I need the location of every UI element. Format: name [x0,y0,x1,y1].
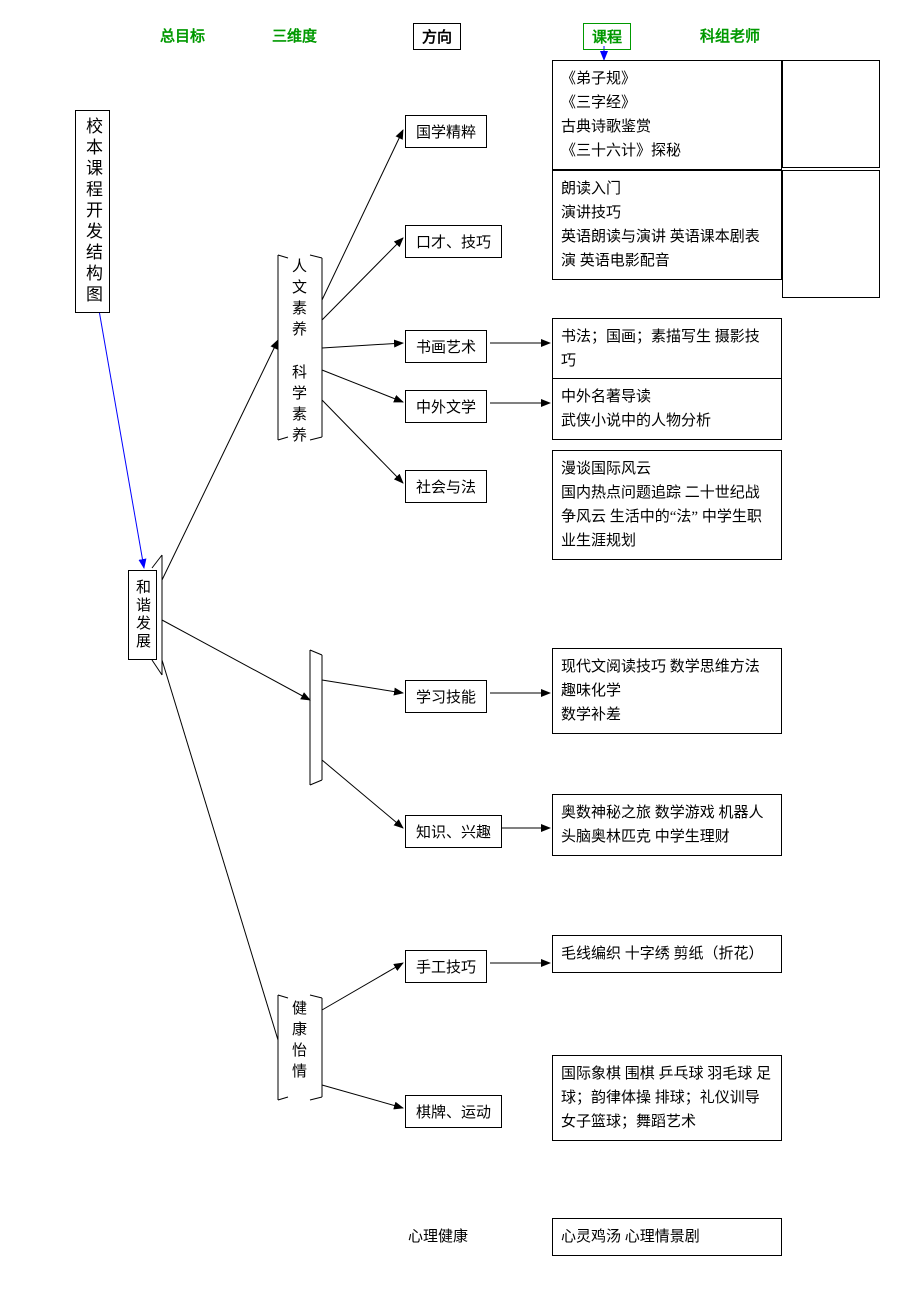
header-direction: 方向 [413,23,461,50]
dir-zhongwai: 中外文学 [405,390,487,423]
dir-guoxue: 国学精粹 [405,115,487,148]
course-zhishi: 奥数神秘之旅 数学游戏 机器人 头脑奥林匹克 中学生理财 [552,794,782,856]
diagram-title: 校本课程开发结构图 [75,110,110,313]
header-three-dim: 三维度 [272,25,317,46]
course-qipai: 国际象棋 围棋 乒乓球 羽毛球 足球；韵律体操 排球；礼仪训导 女子篮球；舞蹈艺… [552,1055,782,1141]
dir-shuhua: 书画艺术 [405,330,487,363]
dir-xuexi: 学习技能 [405,680,487,713]
teacher-box-2 [782,170,880,298]
dim-health-mood: 健康怡情 [288,1000,309,1084]
course-koucai: 朗读入门 演讲技巧 英语朗读与演讲 英语课本剧表演 英语电影配音 [552,170,782,280]
course-shehui: 漫谈国际风云 国内热点问题追踪 二十世纪战争风云 生活中的“法” 中学生职业生涯… [552,450,782,560]
course-guoxue: 《弟子规》 《三字经》 古典诗歌鉴赏 《三十六计》探秘 [552,60,782,170]
dim-humanities-science: 人文素养 科学素养 [288,258,309,448]
root-node: 和谐发展 [128,570,157,660]
header-overall-goal: 总目标 [160,25,205,46]
dir-qipai: 棋牌、运动 [405,1095,502,1128]
header-course: 课程 [583,23,631,50]
teacher-box-1 [782,60,880,168]
course-xinli: 心灵鸡汤 心理情景剧 [552,1218,782,1256]
course-xuexi: 现代文阅读技巧 数学思维方法 趣味化学 数学补差 [552,648,782,734]
dir-zhishi: 知识、兴趣 [405,815,502,848]
course-shuhua: 书法；国画；素描写生 摄影技巧 [552,318,782,380]
dir-shougong: 手工技巧 [405,950,487,983]
course-zhongwai: 中外名著导读 武侠小说中的人物分析 [552,378,782,440]
course-shougong: 毛线编织 十字绣 剪纸（折花） [552,935,782,973]
dir-xinli: 心理健康 [408,1225,468,1246]
dir-shehui: 社会与法 [405,470,487,503]
header-teacher: 科组老师 [700,25,760,46]
dir-koucai: 口才、技巧 [405,225,502,258]
